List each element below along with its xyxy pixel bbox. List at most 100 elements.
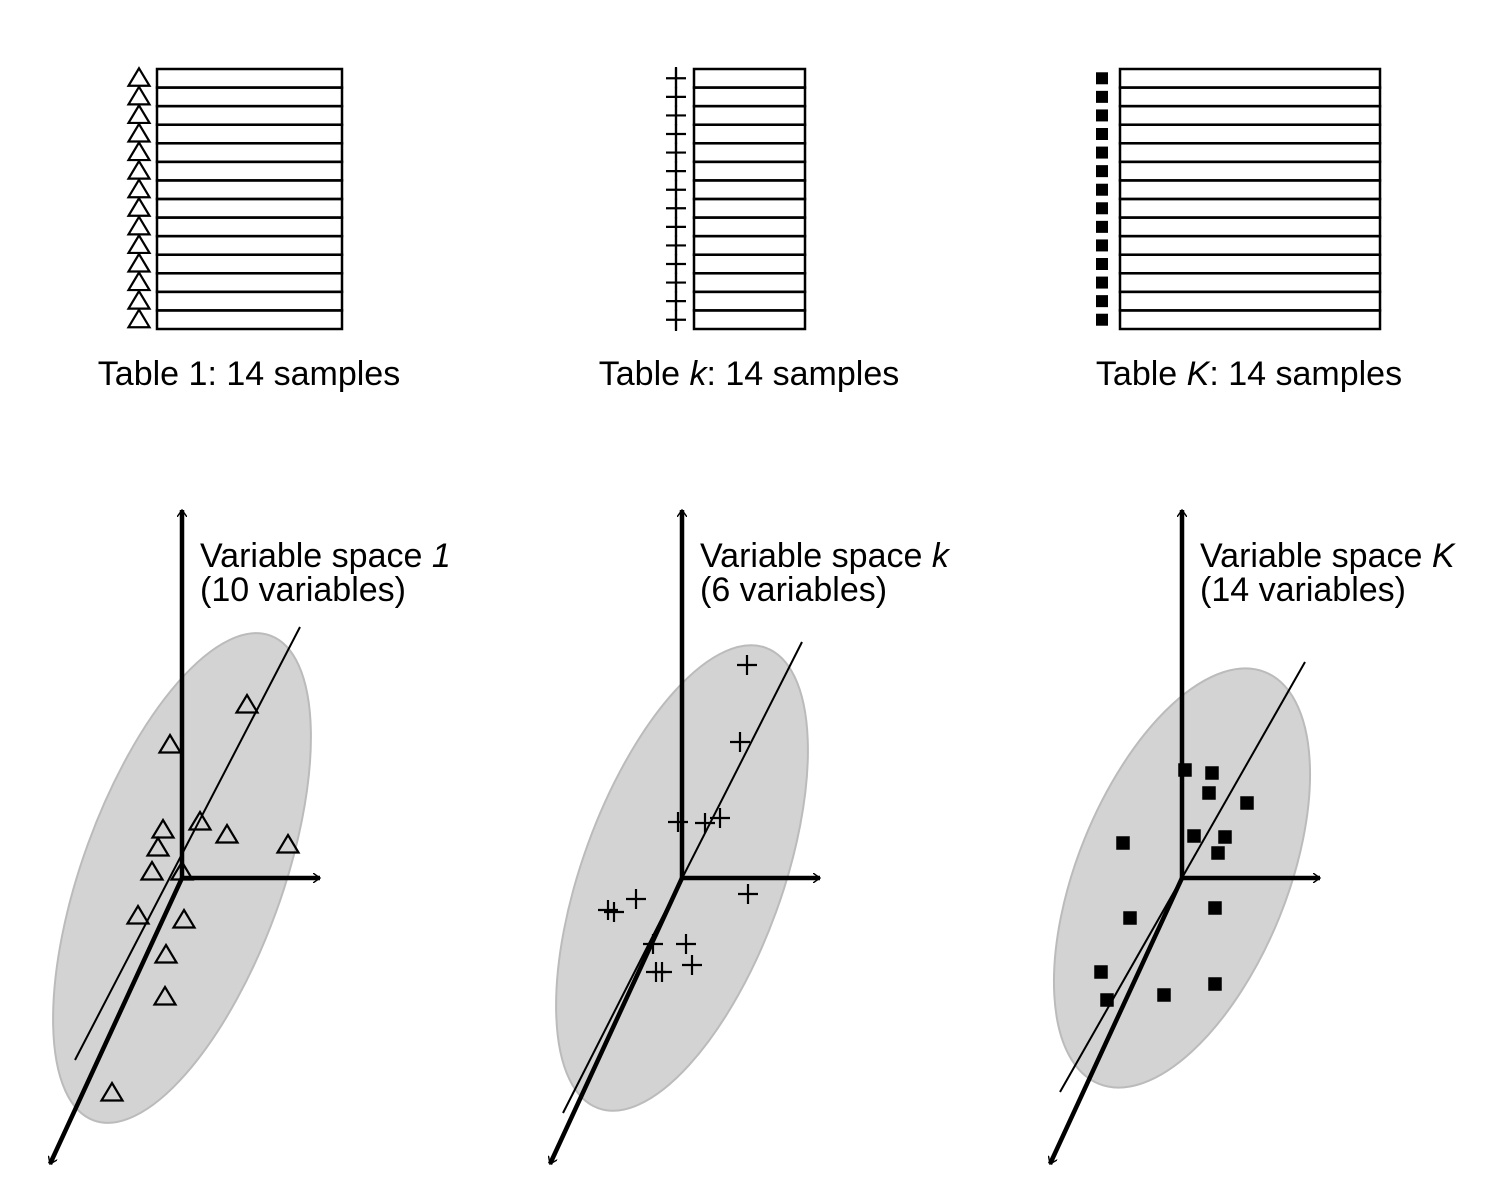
table-row [155,309,344,331]
text-part: : 14 samples [207,355,400,393]
plus-marker [737,655,757,675]
table-row [692,234,807,256]
principal-axis [74,626,301,1061]
triangle-marker [125,903,151,925]
table-row [1118,234,1382,256]
square-marker [1218,830,1232,844]
triangle-marker [126,270,152,292]
variables-label: (6 variables) [700,571,887,609]
triangle-marker [99,1080,125,1102]
table-row [1118,104,1382,126]
triangle-marker [126,251,152,273]
text-part: Table [1096,355,1187,393]
triangle-marker [187,809,213,831]
triangle-marker [126,159,152,180]
table-row [692,290,807,312]
table-row [155,253,344,275]
table-label: Table 1: 14 samples [98,355,400,393]
square-marker [1096,128,1108,140]
triangle-marker [153,942,179,964]
text-part: K [1187,355,1211,393]
square-marker [1096,258,1108,270]
triangle-marker [126,289,152,310]
table-row [155,290,344,312]
table-row [692,67,807,89]
table-row [1118,272,1382,294]
square-marker [1096,276,1108,289]
triangle-marker [150,817,176,839]
square-marker [1096,183,1108,196]
table-row [1118,290,1382,312]
square-marker [1096,295,1108,308]
plus-marker [682,955,702,975]
text-part: k [689,355,708,393]
plus-marker [730,732,750,752]
text-part: Variable space [1200,537,1432,575]
triangle-marker [169,859,195,881]
table-row [155,123,344,145]
table-row [1118,142,1382,164]
square-marker [1240,796,1254,810]
table-row [692,253,807,275]
plus-marker [738,884,758,904]
axis-depth [550,877,685,1164]
triangle-marker [234,692,260,714]
plus-marker [652,962,672,982]
table-row [692,86,807,108]
square-marker [1202,786,1216,800]
axis-depth [1050,877,1185,1164]
plus-marker [604,902,624,922]
square-marker [1096,90,1108,103]
table-row [155,160,344,182]
table-row [692,272,807,294]
triangle-marker [126,121,152,143]
table-label: Table K: 14 samples [1096,355,1402,393]
table-row [692,197,807,219]
text-part: : 14 samples [706,355,899,393]
text-part: Table [599,355,690,393]
table-row [155,67,344,89]
square-marker [1100,993,1114,1007]
triangle-marker [157,732,183,754]
axis-depth [50,877,185,1164]
variables-label: (10 variables) [200,571,406,609]
table-row [1118,216,1382,238]
plus-marker [695,813,715,833]
table-row [155,216,344,238]
table-row [155,179,344,201]
plus-marker [626,889,646,909]
text-part: k [932,537,951,575]
text-part: : 14 samples [1209,355,1402,393]
table-row [155,86,344,108]
table-row [1118,123,1382,145]
triangle-marker [171,907,197,929]
space-label: Variable space K [1200,537,1456,575]
triangle-marker [145,835,171,857]
triangle-marker [126,307,152,329]
table-row [1118,179,1382,201]
table-row [692,179,807,201]
text-part: K [1432,537,1456,575]
square-marker [1157,988,1171,1002]
square-marker [1187,829,1201,843]
triangle-marker [126,66,152,87]
table-row [692,142,807,164]
table-row [692,104,807,126]
square-marker [1211,846,1225,860]
triangle-marker [139,859,165,881]
table-row [155,142,344,164]
variables-label: (14 variables) [1200,571,1406,609]
table-row [155,272,344,294]
space-label: Variable space 1 [200,537,451,575]
plus-marker [643,934,663,954]
space-label: Variable space k [700,537,951,575]
table-row [1118,253,1382,275]
square-marker [1096,313,1108,326]
triangle-marker [126,84,152,106]
table-row [155,234,344,256]
triangle-marker [126,233,152,255]
square-marker [1096,239,1108,252]
text-part: Variable space [200,537,432,575]
text-part: 1 [189,355,208,393]
